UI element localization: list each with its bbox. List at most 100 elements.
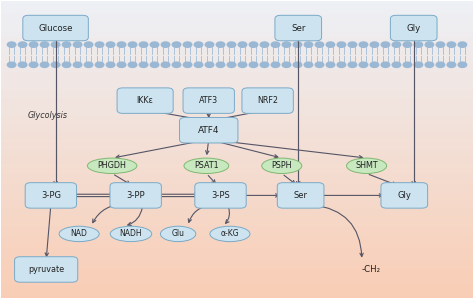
Text: SHMT: SHMT	[356, 161, 378, 170]
Circle shape	[183, 42, 192, 47]
Bar	[1, 93, 473, 95]
Circle shape	[106, 62, 115, 68]
Bar	[1, 88, 473, 90]
Bar	[1, 36, 473, 38]
Bar	[1, 261, 473, 263]
Circle shape	[425, 62, 434, 68]
FancyBboxPatch shape	[110, 183, 161, 208]
Circle shape	[304, 62, 313, 68]
Bar	[1, 288, 473, 290]
Circle shape	[238, 42, 247, 47]
Circle shape	[293, 42, 302, 47]
Bar	[1, 63, 473, 65]
Bar	[1, 273, 473, 275]
Bar	[1, 290, 473, 293]
Ellipse shape	[262, 158, 302, 173]
Text: PHGDH: PHGDH	[98, 161, 127, 170]
Bar	[1, 162, 473, 164]
Circle shape	[458, 42, 466, 47]
Circle shape	[194, 42, 203, 47]
Text: 3-PP: 3-PP	[127, 191, 145, 200]
Bar	[1, 53, 473, 56]
Circle shape	[73, 62, 82, 68]
Ellipse shape	[210, 226, 250, 242]
Text: 3-PG: 3-PG	[41, 191, 61, 200]
Circle shape	[51, 62, 60, 68]
Bar	[1, 58, 473, 61]
Circle shape	[282, 62, 291, 68]
Circle shape	[205, 42, 214, 47]
Text: NADH: NADH	[119, 229, 142, 238]
Bar	[1, 226, 473, 228]
FancyBboxPatch shape	[277, 183, 324, 208]
Bar	[1, 71, 473, 73]
Bar	[1, 130, 473, 132]
FancyBboxPatch shape	[195, 183, 246, 208]
FancyBboxPatch shape	[23, 15, 88, 41]
Bar	[1, 258, 473, 261]
Circle shape	[29, 42, 38, 47]
Circle shape	[381, 62, 390, 68]
Bar	[1, 221, 473, 224]
Bar	[1, 43, 473, 46]
Circle shape	[172, 42, 181, 47]
Bar	[1, 38, 473, 41]
FancyBboxPatch shape	[180, 118, 238, 143]
Bar	[1, 28, 473, 31]
Bar	[1, 73, 473, 75]
Circle shape	[183, 62, 192, 68]
Circle shape	[8, 62, 16, 68]
Circle shape	[63, 62, 71, 68]
Bar	[1, 238, 473, 241]
Circle shape	[63, 42, 71, 47]
Circle shape	[370, 42, 379, 47]
Text: Glycolysis: Glycolysis	[27, 111, 67, 120]
Bar	[1, 177, 473, 179]
Bar	[1, 206, 473, 209]
Circle shape	[84, 42, 93, 47]
Circle shape	[304, 42, 313, 47]
Circle shape	[282, 42, 291, 47]
Circle shape	[293, 62, 302, 68]
Circle shape	[271, 62, 280, 68]
Text: Glucose: Glucose	[38, 24, 73, 33]
Circle shape	[51, 42, 60, 47]
Bar	[1, 172, 473, 174]
FancyBboxPatch shape	[15, 257, 78, 282]
Circle shape	[447, 42, 456, 47]
Bar	[1, 266, 473, 268]
Bar	[1, 152, 473, 155]
FancyBboxPatch shape	[242, 88, 293, 113]
Bar	[1, 75, 473, 78]
Bar	[1, 144, 473, 147]
Bar	[1, 253, 473, 256]
Bar	[1, 181, 473, 184]
Circle shape	[403, 42, 411, 47]
Bar	[1, 187, 473, 189]
Circle shape	[414, 62, 423, 68]
Bar	[1, 248, 473, 251]
Bar	[1, 174, 473, 177]
Bar	[1, 199, 473, 201]
Bar	[1, 31, 473, 33]
Circle shape	[271, 42, 280, 47]
Bar	[1, 65, 473, 68]
Circle shape	[150, 62, 159, 68]
Bar	[1, 278, 473, 280]
Circle shape	[381, 42, 390, 47]
Circle shape	[260, 62, 269, 68]
Circle shape	[18, 62, 27, 68]
Bar	[1, 112, 473, 115]
Bar	[1, 275, 473, 278]
Bar	[1, 132, 473, 135]
Bar	[1, 256, 473, 258]
Text: pyruvate: pyruvate	[28, 265, 64, 274]
Bar	[1, 179, 473, 181]
Bar	[1, 150, 473, 152]
Circle shape	[436, 42, 445, 47]
Circle shape	[315, 62, 324, 68]
Circle shape	[18, 42, 27, 47]
FancyBboxPatch shape	[183, 88, 235, 113]
Circle shape	[436, 62, 445, 68]
Bar	[1, 14, 473, 16]
